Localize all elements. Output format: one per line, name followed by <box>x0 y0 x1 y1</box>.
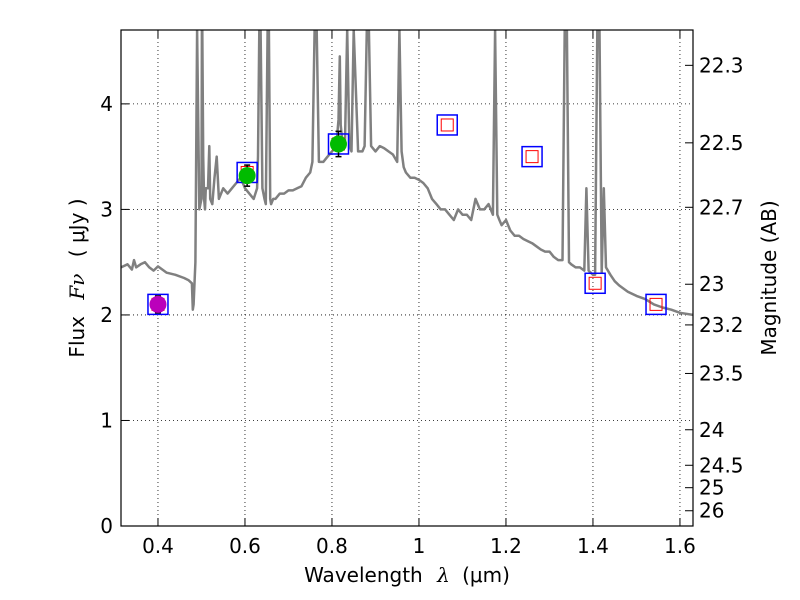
model-photometry-box <box>584 272 606 295</box>
magnitude-tick-label: 22.5 <box>699 131 744 155</box>
magnitude-tick-label: 22.7 <box>699 195 744 219</box>
x-tick-label: 0.4 <box>142 534 174 558</box>
marker-layer <box>147 114 667 316</box>
data-layer <box>121 30 693 317</box>
observed-green-point <box>329 135 347 153</box>
y-tick-label: 1 <box>100 408 113 432</box>
plot-frame <box>120 29 694 527</box>
magnitude-tick-label: 25 <box>699 476 724 500</box>
model-photometry-box <box>521 145 543 168</box>
x-tick-label: 1 <box>413 534 426 558</box>
observed-magenta-point <box>149 295 167 313</box>
x-axis-label: Wavelength λ (μm) <box>304 563 510 587</box>
y-axis-label-unit: ( μJy ) <box>65 198 89 257</box>
x-tick-label: 1.6 <box>664 534 696 558</box>
x-tick-label: 1.4 <box>577 534 609 558</box>
magnitude-tick-label: 23 <box>699 272 724 296</box>
model-photometry-inner <box>588 276 602 290</box>
magnitude-axis-label: Magnitude (AB) <box>757 200 781 355</box>
y-tick-label: 2 <box>100 303 113 327</box>
x-tick-label: 0.8 <box>316 534 348 558</box>
axis-ticks: 0.4 0.6 0.8 1 1.2 1.4 1.60123422.322.522.72323… <box>100 30 744 558</box>
x-axis-label-unit: (μm) <box>462 563 510 587</box>
magnitude-tick-label: 26 <box>699 499 724 523</box>
x-axis-label-prefix: Wavelength <box>304 563 423 587</box>
y-axis-label-symbol: Fν <box>65 274 89 301</box>
x-axis-label-symbol: λ <box>436 563 450 587</box>
magnitude-tick-label: 22.3 <box>699 53 744 77</box>
model-photometry-box <box>645 293 667 316</box>
model-photometry-inner <box>525 150 539 164</box>
magnitude-tick-label: 24.5 <box>699 453 744 477</box>
y-tick-label: 4 <box>100 92 113 116</box>
magnitude-tick-label: 23.2 <box>699 313 744 337</box>
y-tick-label: 0 <box>100 514 113 538</box>
plot-background <box>121 30 693 526</box>
observed-green-point <box>238 167 256 185</box>
model-photometry-box <box>147 293 169 316</box>
x-tick-label: 1.2 <box>490 534 522 558</box>
x-tick-label: 0.6 <box>229 534 261 558</box>
model-photometry-inner <box>440 118 454 132</box>
model-photometry-box <box>436 114 458 136</box>
y-axis-label-prefix: Flux <box>65 316 89 358</box>
magnitude-tick-label: 24 <box>699 418 724 442</box>
magnitude-tick-label: 23.5 <box>699 361 744 385</box>
spectrum-line <box>121 30 693 317</box>
y-tick-label: 3 <box>100 197 113 221</box>
y-axis-label: Flux Fν ( μJy ) <box>65 198 89 357</box>
model-photometry-inner <box>649 297 663 311</box>
